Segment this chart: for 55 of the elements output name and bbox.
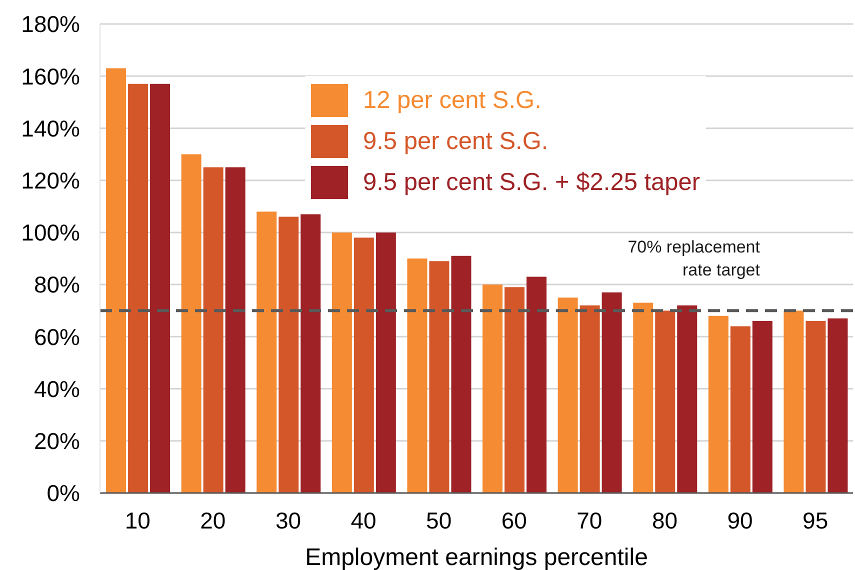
bar [150,84,170,493]
x-tick-label: 10 [124,507,150,534]
legend-label: 9.5 per cent S.G. [363,128,548,156]
bar [106,68,126,493]
bar [655,310,676,493]
x-tick-label: 50 [426,507,452,534]
y-tick-label: 180% [21,11,80,38]
x-tick-label: 40 [350,507,376,534]
x-tick-label: 90 [727,507,753,534]
x-axis-title: Employment earnings percentile [305,544,648,570]
bar [602,292,622,493]
bar [806,321,826,493]
x-tick-label: 95 [802,507,828,534]
bar [429,261,450,493]
legend-label: 12 per cent S.G. [363,86,542,114]
bar [633,302,654,493]
bar [784,310,804,493]
x-tick-label: 60 [501,507,527,534]
bar [256,212,277,493]
x-tick-label: 20 [200,507,226,534]
y-tick-label: 160% [21,63,80,90]
ref-line-label: 70% replacement rate target [628,238,760,280]
y-tick-label: 80% [34,272,80,298]
bar [354,238,374,493]
bar [677,305,698,493]
bar [225,167,246,493]
y-tick-label: 120% [21,168,80,194]
bar [181,154,202,493]
x-tick-label: 30 [275,507,302,534]
bar [407,258,428,493]
bar [203,167,224,493]
y-tick-label: 140% [21,115,80,142]
bar [526,276,547,493]
bar [504,287,525,493]
y-tick-label: 40% [34,376,80,402]
bar [558,298,578,493]
bar [580,305,600,493]
bar [730,326,750,493]
bar [128,84,148,493]
bar [708,316,728,493]
x-tick-label: 70 [576,507,602,534]
y-tick-label: 100% [21,220,80,246]
y-tick-label: 60% [34,324,80,350]
bar [300,214,321,493]
bar [376,232,396,493]
bar [332,232,352,493]
bar [828,318,848,493]
bar [451,256,472,493]
x-tick-label: 80 [652,507,678,534]
legend-label: 9.5 per cent S.G. + $2.25 taper [363,168,700,196]
bar [482,284,503,493]
bar [278,216,299,493]
y-tick-label: 0% [46,480,80,506]
bar [752,321,772,493]
y-tick-label: 20% [34,428,80,454]
